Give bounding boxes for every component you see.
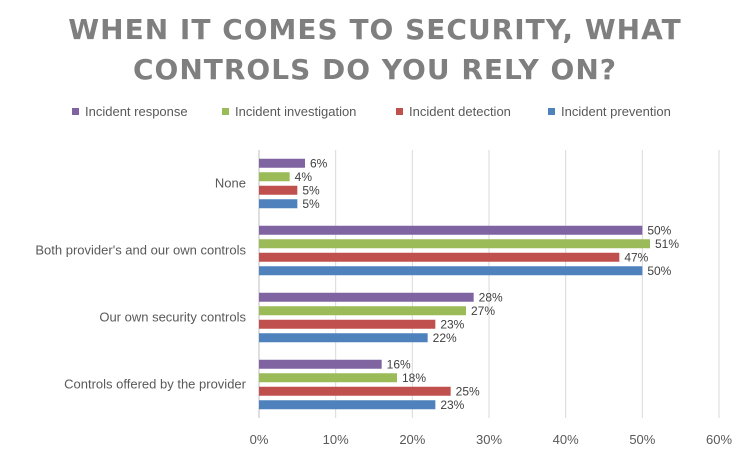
data-label-incident-prevention-both-provider-s-and-our-own-controls: 50% bbox=[647, 264, 671, 278]
category-label-controls-offered-by-the-provider: Controls offered by the provider bbox=[64, 377, 247, 392]
category-label-both-provider-s-and-our-own-controls: Both provider's and our own controls bbox=[35, 243, 246, 258]
data-label-incident-response-controls-offered-by-the-provider: 16% bbox=[387, 357, 411, 371]
bar-incident-prevention-our-own-security-controls bbox=[259, 333, 428, 343]
data-label-incident-detection-our-own-security-controls: 23% bbox=[440, 317, 464, 331]
data-label-incident-prevention-controls-offered-by-the-provider: 23% bbox=[440, 398, 464, 412]
data-label-incident-response-both-provider-s-and-our-own-controls: 50% bbox=[647, 223, 671, 237]
bar-incident-prevention-both-provider-s-and-our-own-controls bbox=[259, 266, 643, 276]
legend-item-incident-detection: Incident detection bbox=[396, 104, 511, 119]
legend: Incident response Incident investigation… bbox=[0, 104, 750, 124]
data-label-incident-detection-none: 5% bbox=[302, 183, 320, 197]
data-label-incident-response-our-own-security-controls: 28% bbox=[479, 290, 503, 304]
data-label-incident-detection-both-provider-s-and-our-own-controls: 47% bbox=[624, 250, 648, 264]
bar-incident-response-none bbox=[259, 158, 305, 168]
bar-incident-prevention-none bbox=[259, 199, 298, 209]
x-tick-label-3: 30% bbox=[476, 432, 502, 447]
legend-label-incident-investigation: Incident investigation bbox=[235, 104, 357, 119]
bar-incident-detection-our-own-security-controls bbox=[259, 319, 436, 329]
legend-label-incident-detection: Incident detection bbox=[409, 104, 511, 119]
bar-incident-investigation-our-own-security-controls bbox=[259, 306, 466, 316]
data-label-incident-investigation-our-own-security-controls: 27% bbox=[471, 304, 495, 318]
chart-title-line-2: CONTROLS DO YOU RELY ON? bbox=[132, 53, 618, 86]
chart-title-line-1: WHEN IT COMES TO SECURITY, WHAT bbox=[68, 13, 682, 46]
data-label-incident-prevention-none: 5% bbox=[302, 197, 320, 211]
x-tick-label-1: 10% bbox=[323, 432, 349, 447]
legend-swatch-incident-response bbox=[72, 108, 79, 116]
data-label-incident-response-none: 6% bbox=[310, 156, 328, 170]
data-label-incident-prevention-our-own-security-controls: 22% bbox=[433, 331, 457, 345]
bar-incident-investigation-none bbox=[259, 172, 290, 182]
legend-swatch-incident-investigation bbox=[222, 108, 229, 116]
legend-label-incident-response: Incident response bbox=[85, 104, 188, 119]
bar-incident-detection-controls-offered-by-the-provider bbox=[259, 386, 451, 396]
legend-item-incident-response: Incident response bbox=[72, 104, 188, 119]
bar-incident-response-controls-offered-by-the-provider bbox=[259, 359, 382, 369]
bar-incident-detection-both-provider-s-and-our-own-controls bbox=[259, 252, 620, 262]
x-tick-label-0: 0% bbox=[250, 432, 269, 447]
legend-swatch-incident-detection bbox=[396, 108, 403, 116]
data-label-incident-investigation-both-provider-s-and-our-own-controls: 51% bbox=[655, 237, 679, 251]
legend-label-incident-prevention: Incident prevention bbox=[561, 104, 671, 119]
bar-incident-response-both-provider-s-and-our-own-controls bbox=[259, 225, 643, 235]
bar-incident-prevention-controls-offered-by-the-provider bbox=[259, 400, 436, 410]
bar-incident-detection-none bbox=[259, 185, 298, 195]
x-tick-label-2: 20% bbox=[399, 432, 425, 447]
legend-item-incident-prevention: Incident prevention bbox=[548, 104, 671, 119]
data-label-incident-investigation-none: 4% bbox=[295, 170, 313, 184]
category-label-our-own-security-controls: Our own security controls bbox=[99, 310, 246, 325]
legend-item-incident-investigation: Incident investigation bbox=[222, 104, 356, 119]
legend-swatch-incident-prevention bbox=[548, 108, 555, 116]
bar-incident-investigation-both-provider-s-and-our-own-controls bbox=[259, 239, 650, 249]
category-label-none: None bbox=[215, 176, 246, 191]
chart-title: WHEN IT COMES TO SECURITY, WHAT CONTROLS… bbox=[0, 10, 750, 90]
x-tick-label-6: 60% bbox=[706, 432, 732, 447]
data-label-incident-detection-controls-offered-by-the-provider: 25% bbox=[456, 384, 480, 398]
x-tick-label-4: 40% bbox=[553, 432, 579, 447]
x-tick-label-5: 50% bbox=[629, 432, 655, 447]
bar-incident-response-our-own-security-controls bbox=[259, 292, 474, 302]
bar-incident-investigation-controls-offered-by-the-provider bbox=[259, 373, 397, 383]
data-label-incident-investigation-controls-offered-by-the-provider: 18% bbox=[402, 371, 426, 385]
